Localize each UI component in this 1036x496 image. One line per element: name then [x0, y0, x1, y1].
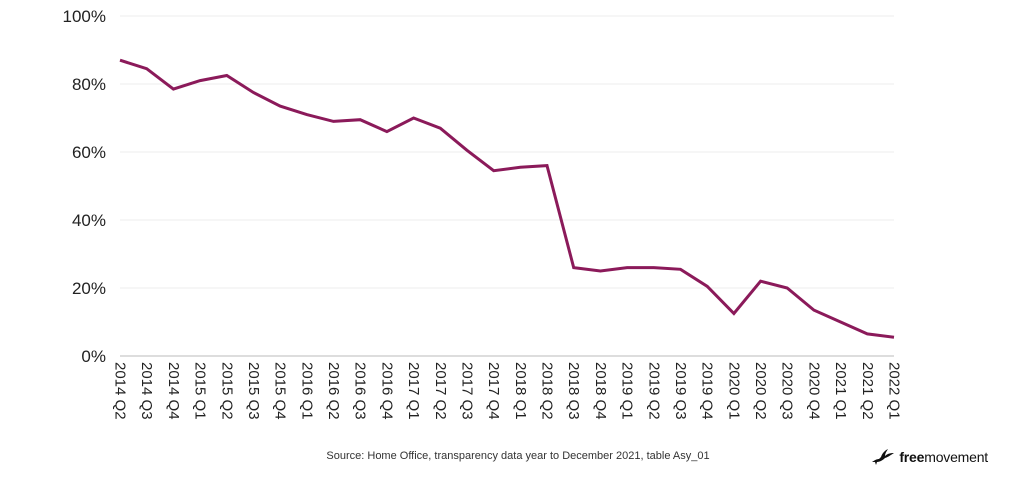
x-tick-label: 2015 Q2 — [218, 362, 235, 420]
x-tick-label: 2017 Q4 — [485, 362, 502, 420]
x-tick-label: 2014 Q3 — [138, 362, 155, 420]
x-tick-label: 2019 Q4 — [699, 362, 716, 420]
bird-icon — [871, 448, 895, 466]
x-tick-label: 2014 Q2 — [112, 362, 129, 420]
brand-name-movement: movement — [924, 449, 988, 465]
x-tick-label: 2016 Q3 — [352, 362, 369, 420]
source-note: Source: Home Office, transparency data y… — [326, 450, 710, 462]
x-tick-label: 2019 Q2 — [645, 362, 662, 420]
brand-name: freemovement — [899, 449, 988, 465]
y-tick-label: 0% — [81, 347, 106, 366]
y-tick-label: 60% — [72, 143, 106, 162]
x-tick-label: 2021 Q2 — [859, 362, 876, 420]
x-tick-label: 2020 Q1 — [725, 362, 742, 420]
x-tick-label: 2020 Q4 — [805, 362, 822, 420]
y-tick-labels: 0% 20% 40% 60% 80% 100% — [63, 7, 106, 366]
x-tick-label: 2019 Q3 — [672, 362, 689, 420]
x-tick-label: 2018 Q2 — [539, 362, 556, 420]
x-tick-label: 2017 Q2 — [432, 362, 449, 420]
series-line — [119, 58, 895, 339]
x-tick-label: 2018 Q1 — [512, 362, 529, 420]
x-tick-label: 2015 Q4 — [272, 362, 289, 420]
x-tick-label: 2016 Q4 — [378, 362, 395, 420]
x-tick-labels: 2014 Q2 2014 Q3 2014 Q4 2015 Q1 2015 Q2 2015 … — [112, 362, 903, 420]
x-tick-label: 2020 Q3 — [779, 362, 796, 420]
y-tick-label: 100% — [63, 7, 106, 26]
brand-logo: freemovement — [871, 448, 988, 466]
x-tick-label: 2014 Q4 — [165, 362, 182, 420]
x-tick-label: 2022 Q1 — [886, 362, 903, 420]
x-tick-label: 2017 Q1 — [405, 362, 422, 420]
x-tick-label: 2021 Q1 — [832, 362, 849, 420]
x-tick-label: 2018 Q3 — [565, 362, 582, 420]
y-tick-label: 20% — [72, 279, 106, 298]
y-tick-label: 80% — [72, 75, 106, 94]
x-tick-label: 2016 Q2 — [325, 362, 342, 420]
brand-name-free: free — [899, 449, 925, 465]
x-tick-label: 2019 Q1 — [619, 362, 636, 420]
x-tick-label: 2020 Q2 — [752, 362, 769, 420]
x-tick-label: 2016 Q1 — [298, 362, 315, 420]
x-tick-label: 2015 Q3 — [245, 362, 262, 420]
x-tick-label: 2017 Q3 — [458, 362, 475, 420]
x-tick-label: 2015 Q1 — [192, 362, 209, 420]
grid-lines — [120, 15, 894, 289]
series-lines — [119, 58, 895, 339]
y-tick-label: 40% — [72, 211, 106, 230]
x-tick-label: 2018 Q4 — [592, 362, 609, 420]
